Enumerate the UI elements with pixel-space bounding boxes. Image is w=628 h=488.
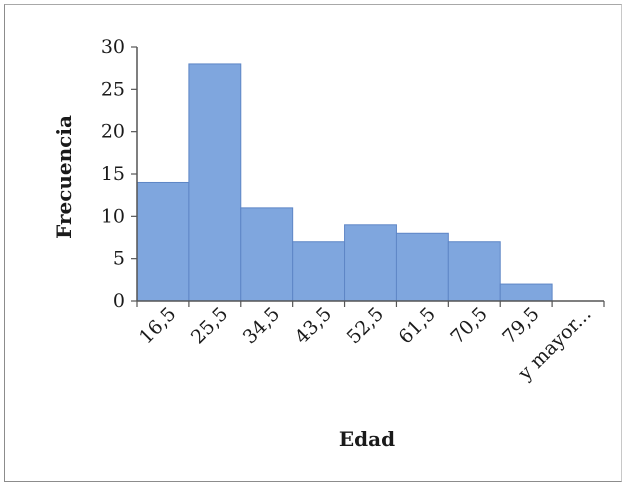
bar-1 [188, 63, 242, 302]
bar-3 [292, 241, 346, 302]
x-ticks-group: 16,5 25,5 34,5 43,5 52,5 61,5 70,5 79,5y mayor.… [135, 301, 605, 385]
x-tick-label-3: 43,5 [291, 303, 336, 348]
bar-6 [447, 241, 501, 302]
bar-5 [395, 232, 449, 302]
x-tick-label-7: 79,5 [498, 303, 543, 348]
y-tick-label-6: 30 [101, 36, 125, 58]
x-tick-label-5: 61,5 [394, 303, 439, 348]
x-tick-label-1: 25,5 [187, 303, 232, 348]
x-tick-label-4: 52,5 [343, 303, 388, 348]
y-ticks-group: 0 5 10 15 20 25 30 [101, 36, 137, 312]
x-tick-label-0: 16,5 [135, 303, 180, 348]
x-tick-label-6: 70,5 [446, 303, 491, 348]
x-axis-title: Edad [339, 427, 395, 451]
y-tick-label-0: 0 [113, 290, 125, 312]
y-tick-label-5: 25 [101, 78, 125, 100]
bar-0 [136, 181, 190, 302]
y-tick-label-2: 10 [101, 205, 125, 227]
bar-2 [240, 207, 294, 302]
y-tick-label-4: 20 [101, 121, 125, 143]
x-tick-label-2: 34,5 [239, 303, 284, 348]
bar-7 [499, 283, 553, 302]
bars-group [136, 63, 553, 302]
bar-4 [344, 224, 397, 302]
y-tick-label-1: 5 [113, 248, 125, 270]
y-axis-title: Frecuencia [52, 115, 76, 239]
y-tick-label-3: 15 [101, 163, 125, 185]
